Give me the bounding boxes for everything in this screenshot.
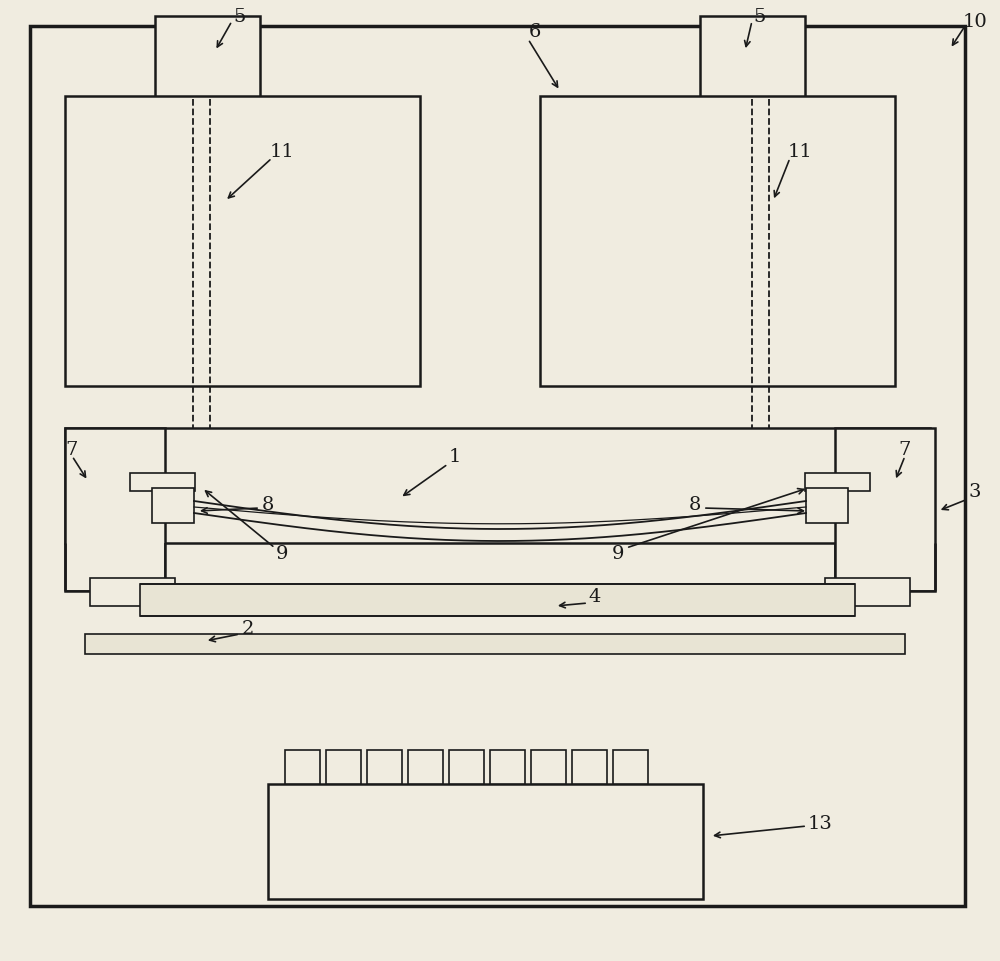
Bar — [65, 429, 165, 591]
Text: 9: 9 — [612, 545, 624, 562]
Bar — [140, 584, 855, 616]
Bar — [268, 784, 703, 899]
Bar — [540, 97, 895, 386]
Text: 8: 8 — [689, 496, 701, 513]
Bar — [152, 488, 194, 524]
Bar — [449, 751, 484, 784]
Bar — [155, 17, 260, 100]
Text: 13: 13 — [808, 814, 832, 832]
Bar — [806, 488, 848, 524]
Bar — [326, 751, 361, 784]
Bar — [367, 751, 402, 784]
Text: 6: 6 — [529, 23, 541, 41]
Text: 9: 9 — [276, 545, 288, 562]
Text: 3: 3 — [969, 482, 981, 501]
Bar — [130, 474, 195, 491]
Bar — [85, 634, 905, 654]
Text: 5: 5 — [754, 8, 766, 26]
Bar — [65, 429, 930, 543]
Bar — [531, 751, 566, 784]
Bar — [700, 17, 805, 100]
Text: 11: 11 — [788, 143, 812, 160]
Bar — [285, 751, 320, 784]
Text: 4: 4 — [589, 587, 601, 605]
Bar — [572, 751, 607, 784]
Bar — [65, 97, 420, 386]
Bar — [835, 429, 935, 591]
Bar — [613, 751, 648, 784]
Text: 7: 7 — [66, 440, 78, 458]
Bar — [490, 751, 525, 784]
Bar — [408, 751, 443, 784]
Bar — [90, 579, 175, 606]
Text: 1: 1 — [449, 448, 461, 465]
Text: 2: 2 — [242, 619, 254, 637]
Text: 11: 11 — [270, 143, 294, 160]
Text: 10: 10 — [963, 13, 987, 31]
Text: 8: 8 — [262, 496, 274, 513]
Text: 5: 5 — [234, 8, 246, 26]
Bar — [825, 579, 910, 606]
Bar — [805, 474, 870, 491]
Text: 7: 7 — [899, 440, 911, 458]
